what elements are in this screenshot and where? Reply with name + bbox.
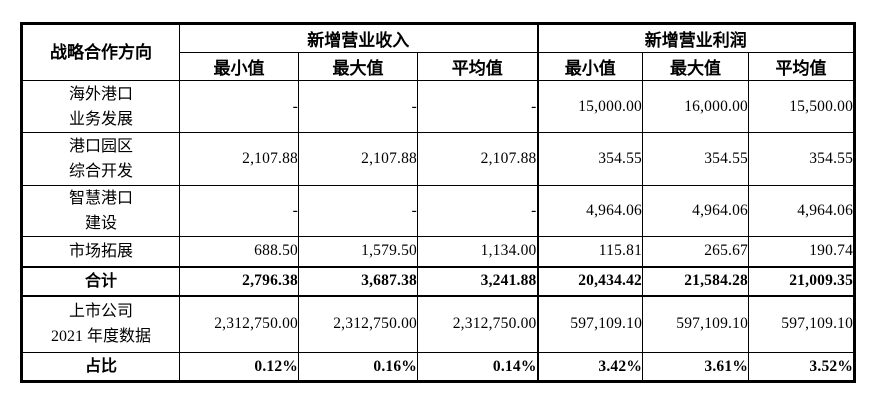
- header-strategic-direction: 战略合作方向: [21, 23, 180, 81]
- cell-value: 2,796.38: [179, 265, 299, 297]
- header-min-revenue: 最小值: [179, 52, 299, 81]
- header-min-profit: 最小值: [536, 52, 644, 81]
- cell-value: -: [298, 185, 418, 237]
- cell-value: 15,000.00: [536, 80, 644, 133]
- cell-value: -: [416, 80, 539, 133]
- cell-value: 597,109.10: [642, 295, 750, 353]
- header-max-profit: 最大值: [642, 52, 750, 81]
- header-max-revenue: 最大值: [298, 52, 418, 81]
- table-row-ratio: 占比 0.12% 0.16% 0.14% 3.42% 3.61% 3.52%: [21, 352, 856, 382]
- cell-value: -: [179, 185, 299, 237]
- cell-value: 597,109.10: [748, 295, 856, 353]
- cell-value: 2,312,750.00: [179, 295, 299, 353]
- row-label: 港口园区 综合开发: [21, 132, 180, 186]
- cell-value: 597,109.10: [536, 295, 644, 353]
- cell-value: 2,107.88: [416, 132, 539, 186]
- header-group-profit: 新增营业利润: [536, 23, 856, 53]
- cell-value: 1,134.00: [416, 236, 539, 267]
- cell-value: 4,964.06: [748, 185, 856, 237]
- cell-value: 4,964.06: [642, 185, 750, 237]
- cell-value: 3,241.88: [416, 265, 539, 297]
- cell-value: 0.12%: [179, 352, 299, 382]
- cell-value: 4,964.06: [536, 185, 644, 237]
- cell-value: 265.67: [642, 236, 750, 267]
- cell-value: -: [179, 80, 299, 133]
- row-label: 占比: [21, 352, 180, 382]
- cell-value: 3.52%: [748, 352, 856, 382]
- cell-value: 3.42%: [536, 352, 644, 382]
- row-label: 市场拓展: [21, 236, 180, 267]
- cell-value: 688.50: [179, 236, 299, 267]
- row-label: 智慧港口 建设: [21, 185, 180, 237]
- table-row-port-park: 港口园区 综合开发 2,107.88 2,107.88 2,107.88 354…: [21, 132, 856, 186]
- cell-value: 2,312,750.00: [298, 295, 418, 353]
- cell-value: 115.81: [536, 236, 644, 267]
- header-sub-row: 最小值 最大值 平均值 最小值 最大值 平均值: [22, 52, 856, 81]
- cell-value: 3.61%: [642, 352, 750, 382]
- table-row-listed-company-2021: 上市公司 2021 年度数据 2,312,750.00 2,312,750.00…: [21, 295, 856, 353]
- cell-value: 2,107.88: [298, 132, 418, 186]
- header-group-revenue: 新增营业收入: [178, 23, 539, 53]
- cell-value: 190.74: [748, 236, 856, 267]
- cell-value: 0.16%: [298, 352, 418, 382]
- row-label: 合计: [21, 265, 180, 297]
- header-avg-profit: 平均值: [748, 52, 856, 81]
- financial-table: 战略合作方向 新增营业收入 新增营业利润 最小值 最大值 平均值 最小值 最大值…: [20, 22, 857, 383]
- row-label: 上市公司 2021 年度数据: [21, 295, 180, 353]
- header-avg-revenue: 平均值: [416, 52, 539, 81]
- cell-value: 16,000.00: [642, 80, 750, 133]
- row-label: 海外港口 业务发展: [21, 80, 180, 133]
- cell-value: 21,584.28: [642, 265, 750, 297]
- header-group-row: 战略合作方向 新增营业收入 新增营业利润: [21, 23, 856, 81]
- cell-value: 354.55: [642, 132, 750, 186]
- cell-value: 21,009.35: [748, 265, 856, 297]
- cell-value: 15,500.00: [748, 80, 856, 133]
- cell-value: 354.55: [536, 132, 644, 186]
- cell-value: 2,107.88: [179, 132, 299, 186]
- cell-value: 0.14%: [416, 352, 539, 382]
- cell-value: 1,579.50: [298, 236, 418, 267]
- table-row-market-expansion: 市场拓展 688.50 1,579.50 1,134.00 115.81 265…: [21, 236, 856, 267]
- cell-value: 3,687.38: [298, 265, 418, 297]
- cell-value: -: [298, 80, 418, 133]
- cell-value: 20,434.42: [536, 265, 644, 297]
- cell-value: 2,312,750.00: [416, 295, 539, 353]
- cell-value: 354.55: [748, 132, 856, 186]
- table-row-overseas-ports: 海外港口 业务发展 - - - 15,000.00 16,000.00 15,5…: [21, 80, 856, 133]
- table-row-smart-port: 智慧港口 建设 - - - 4,964.06 4,964.06 4,964.06: [21, 185, 856, 237]
- cell-value: -: [416, 185, 539, 237]
- table-row-total: 合计 2,796.38 3,687.38 3,241.88 20,434.42 …: [21, 265, 856, 297]
